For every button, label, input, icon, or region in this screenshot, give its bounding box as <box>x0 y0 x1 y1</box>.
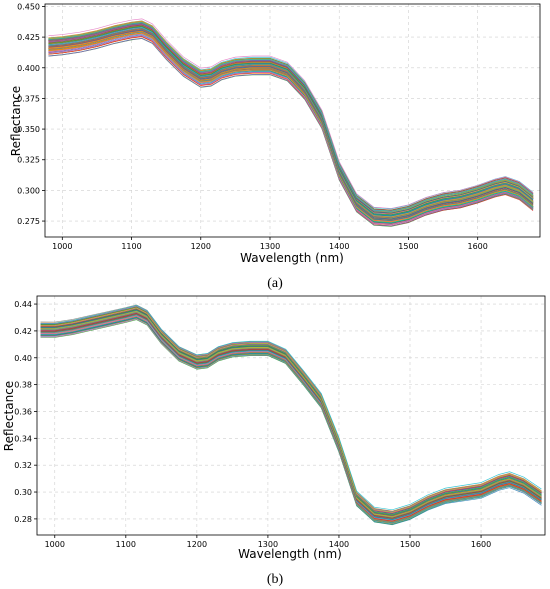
y-axis-title-a: Reflectance <box>9 86 23 156</box>
spectrum-line <box>48 26 534 217</box>
x-tick-label: 1400 <box>329 242 349 251</box>
x-tick-label: 1500 <box>398 242 418 251</box>
spectrum-line <box>48 22 534 212</box>
y-tick-label: 0.350 <box>17 125 40 134</box>
plot-frame-a <box>44 3 541 238</box>
spectrum-line <box>48 30 534 221</box>
series-lines-a <box>48 18 534 227</box>
x-tick-label: 1200 <box>191 242 211 251</box>
spectrum-line <box>40 304 542 512</box>
spectrum-line <box>48 18 534 209</box>
spectrum-line <box>48 38 534 227</box>
y-tick-label: 0.42 <box>14 327 32 336</box>
y-tick-label: 0.40 <box>14 354 32 363</box>
y-tick-label: 0.38 <box>14 381 32 390</box>
x-ticks-b: 1000 1100 1200 1300 1400 1500 1600 <box>45 535 491 549</box>
panel-label-b: (b) <box>267 572 284 587</box>
x-ticks-a: 1000 1100 1200 1300 1400 1500 1600 <box>52 237 488 251</box>
series-lines-b <box>40 304 542 526</box>
y-tick-label: 0.300 <box>17 186 40 195</box>
spectrum-line <box>48 23 534 214</box>
x-tick-label: 1300 <box>258 540 278 549</box>
x-tick-label: 1500 <box>400 540 420 549</box>
x-axis-title-a: Wavelength (nm) <box>240 251 344 265</box>
spectrum-line <box>40 307 542 513</box>
x-tick-label: 1400 <box>329 540 349 549</box>
spectrum-line <box>48 25 534 216</box>
y-tick-label: 0.30 <box>14 488 32 497</box>
spectrum-line <box>48 32 534 223</box>
y-tick-label: 0.325 <box>17 156 40 165</box>
chart-panel-b: 1000 1100 1200 1300 1400 1500 1600 0.28 0.30 0.3… <box>2 295 546 587</box>
x-tick-label: 1600 <box>471 540 491 549</box>
y-tick-label: 0.28 <box>14 515 32 524</box>
plot-frame-b <box>36 295 546 536</box>
y-tick-label: 0.44 <box>14 300 32 309</box>
x-tick-label: 1000 <box>45 540 65 549</box>
x-tick-label: 1200 <box>187 540 207 549</box>
x-tick-label: 1600 <box>468 242 488 251</box>
chart-panel-a: 1000 1100 1200 1300 1400 1500 1600 0.2750.3000… <box>9 2 541 291</box>
spectrum-line <box>40 319 542 525</box>
x-tick-label: 1300 <box>260 242 280 251</box>
y-tick-label: 0.36 <box>14 407 32 416</box>
spectrum-line <box>40 305 542 511</box>
gridlines-b <box>37 296 545 535</box>
x-tick-label: 1100 <box>116 540 136 549</box>
x-tick-label: 1000 <box>52 242 72 251</box>
y-axis-title-b: Reflectance <box>2 381 16 451</box>
y-ticks-b: 0.28 0.30 0.32 0.34 0.36 0.38 0.40 0.42 0.44 <box>14 300 37 524</box>
y-tick-label: 0.32 <box>14 461 32 470</box>
spectrum-line <box>48 35 534 225</box>
spectrum-line <box>40 310 542 518</box>
panel-label-a: (a) <box>267 276 283 291</box>
y-tick-label: 0.425 <box>17 33 40 42</box>
y-tick-label: 0.450 <box>17 2 40 11</box>
y-tick-label: 0.400 <box>17 64 40 73</box>
y-ticks-a: 0.275 0.300 0.325 0.350 0.375 0.400 0.425 0.450 <box>17 2 45 226</box>
y-tick-label: 0.34 <box>14 434 32 443</box>
y-tick-label: 0.275 <box>17 217 40 226</box>
x-axis-title-b: Wavelength (nm) <box>238 547 342 561</box>
y-tick-label: 0.375 <box>17 94 40 103</box>
x-tick-label: 1100 <box>121 242 141 251</box>
